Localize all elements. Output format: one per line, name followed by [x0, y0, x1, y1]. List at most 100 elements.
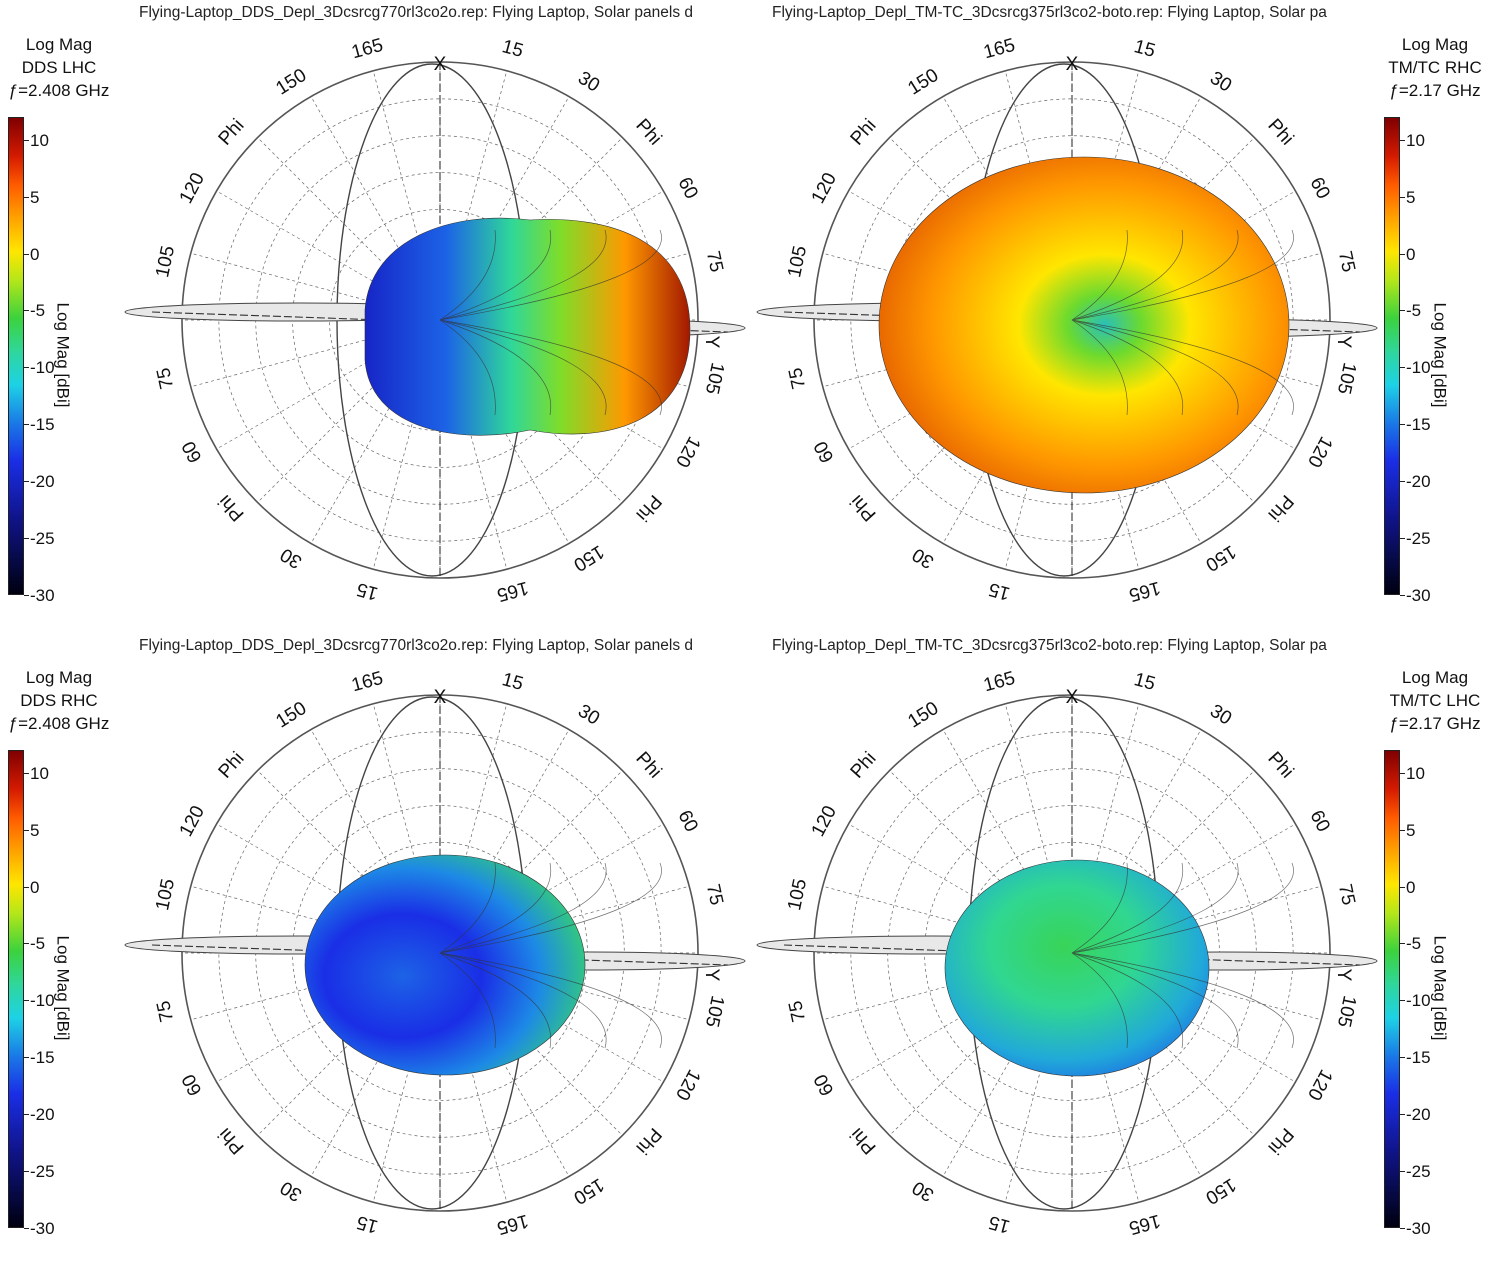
- colorbar-axis-label: Log Mag [dBi]: [1430, 302, 1450, 408]
- colorbar-tick-label: 5: [1399, 820, 1416, 840]
- ring-label: 150: [570, 541, 608, 576]
- legend-frequency: ƒ=2.408 GHz: [8, 81, 110, 100]
- ring-label: 165: [981, 668, 1017, 696]
- pattern-contour: [1071, 862, 1128, 954]
- ring-label: 60: [673, 174, 701, 203]
- panel-title: Flying-Laptop_DDS_Depl_3Dcsrcg770rl3co2o…: [139, 637, 694, 654]
- radiation-pattern-surface: [944, 859, 1210, 1077]
- ring-label: Phi: [847, 115, 881, 149]
- pattern-contour: [1071, 952, 1128, 1049]
- ring-label: 15: [500, 36, 526, 62]
- ring-label: 60: [673, 807, 701, 836]
- ring-label: 120: [1303, 1066, 1336, 1104]
- legend-polarization: DDS RHC: [20, 691, 98, 710]
- pattern-contour: [439, 229, 496, 321]
- colorbar-tick-label: 0: [23, 877, 40, 897]
- colorbar-tick-label: 5: [23, 820, 40, 840]
- ring-label: 120: [176, 802, 209, 840]
- ring-label: 120: [176, 169, 209, 207]
- ring-label: 15: [1132, 36, 1158, 62]
- ring-label: 60: [1305, 174, 1333, 203]
- ring-label: 150: [272, 698, 310, 733]
- ring-label: 105: [701, 994, 728, 1029]
- axis-label-x: X: [1066, 687, 1079, 708]
- ring-label: Phi: [1263, 115, 1297, 149]
- ring-label: 60: [178, 437, 206, 466]
- ring-label: 105: [1333, 994, 1360, 1029]
- ring-label: 150: [570, 1174, 608, 1209]
- ring-label: 105: [1333, 361, 1360, 396]
- colorbar-tick-label: -25: [1400, 529, 1431, 549]
- colorbar-tick-label: 10: [24, 763, 49, 783]
- legend-header: Log Mag TM/TC LHC ƒ=2.17 GHz: [1375, 666, 1495, 735]
- ring-label: 75: [153, 999, 178, 1024]
- pattern-contour: [439, 229, 607, 321]
- pattern-contour: [1071, 862, 1239, 954]
- chart-panel-dds-rhc: Flying-Laptop_DDS_Depl_3Dcsrcg770rl3co2o…: [0, 633, 750, 1265]
- chart-panel-dds-lhc: Flying-Laptop_DDS_Depl_3Dcsrcg770rl3co2o…: [0, 0, 750, 632]
- legend-polarization: TM/TC LHC: [1389, 691, 1481, 710]
- radiation-pattern-surface: [878, 156, 1290, 494]
- colorbar-tick-label: -15: [1400, 1048, 1431, 1068]
- ring-label: Phi: [1263, 748, 1297, 782]
- axis-label-y: Y: [701, 969, 722, 982]
- colorbar-tick-label: 0: [23, 244, 40, 264]
- pattern-contour: [1071, 319, 1294, 416]
- colorbar-tick-label: -30: [24, 1219, 55, 1238]
- ring-label: 150: [904, 65, 942, 100]
- colorbar-axis-label: Log Mag [dBi]: [53, 935, 73, 1041]
- pattern-contour: [439, 862, 496, 954]
- pattern-contour: [439, 229, 552, 321]
- ring-label: 150: [904, 698, 942, 733]
- legend-header: Log Mag DDS RHC ƒ=2.408 GHz: [4, 666, 114, 735]
- colorbar-tick-label: -30: [1400, 1219, 1431, 1238]
- pattern-contour: [439, 862, 662, 954]
- legend-frequency: ƒ=2.17 GHz: [1389, 81, 1481, 100]
- ring-label: 165: [1127, 577, 1163, 605]
- ring-label: 165: [349, 668, 385, 696]
- pattern-contour: [1071, 862, 1294, 954]
- ring-label: Phi: [847, 748, 881, 782]
- ring-label: 150: [1202, 541, 1240, 576]
- panel-title: Flying-Laptop_Depl_TM-TC_3Dcsrcg375rl3co…: [772, 4, 1327, 21]
- pattern-contour: [1071, 862, 1184, 954]
- ring-label: 30: [277, 543, 306, 572]
- ring-label: Phi: [631, 490, 665, 524]
- legend-polarization: DDS LHC: [21, 58, 97, 77]
- chart-panel-tmtc-lhc: Flying-Laptop_Depl_TM-TC_3Dcsrcg375rl3co…: [750, 633, 1500, 1265]
- ring-label: Phi: [215, 748, 249, 782]
- polar-plot: 165150Phi1201057560Phi30151530Phi6075105…: [124, 668, 746, 1238]
- colorbar-tick-label: -20: [24, 1105, 55, 1125]
- colorbar-tick-label: -10: [1400, 991, 1431, 1011]
- colorbar-tick-label: 0: [1399, 877, 1416, 897]
- colorbar-tick-label: -10: [1400, 358, 1431, 378]
- pattern-contour: [439, 952, 607, 1049]
- colorbar-tick-label: -20: [1400, 472, 1431, 492]
- panel-title: Flying-Laptop_Depl_TM-TC_3Dcsrcg375rl3co…: [772, 637, 1327, 654]
- colorbar-tick-label: -10: [24, 358, 55, 378]
- pattern-contour: [439, 862, 552, 954]
- axis-label-y: Y: [1333, 969, 1354, 982]
- panel-title: Flying-Laptop_DDS_Depl_3Dcsrcg770rl3co2o…: [139, 4, 694, 21]
- pattern-contour: [439, 229, 662, 321]
- ring-label: Phi: [631, 748, 665, 782]
- ring-label: Phi: [847, 490, 881, 524]
- ring-label: 30: [574, 68, 603, 97]
- axis-label-y: Y: [1333, 336, 1354, 349]
- colorbar-tick-label: -5: [1399, 934, 1422, 954]
- pattern-contour: [439, 319, 552, 416]
- ring-label: 30: [909, 543, 938, 572]
- colorbar-tick-label: 10: [24, 130, 49, 150]
- pattern-contour: [439, 319, 496, 416]
- polar-plot: 165150Phi1201057560Phi30151530Phi6075105…: [756, 35, 1378, 605]
- ring-label: 75: [1334, 882, 1359, 907]
- legend-quantity: Log Mag: [25, 35, 93, 54]
- radiation-pattern-surface: [364, 217, 691, 436]
- pattern-contour: [439, 952, 552, 1049]
- legend-frequency: ƒ=2.17 GHz: [1389, 714, 1481, 733]
- ring-label: 60: [810, 1070, 838, 1099]
- ring-label: 120: [808, 169, 841, 207]
- ring-label: 165: [495, 1210, 531, 1238]
- legend-quantity: Log Mag: [1401, 668, 1469, 687]
- ring-label: 105: [784, 244, 811, 279]
